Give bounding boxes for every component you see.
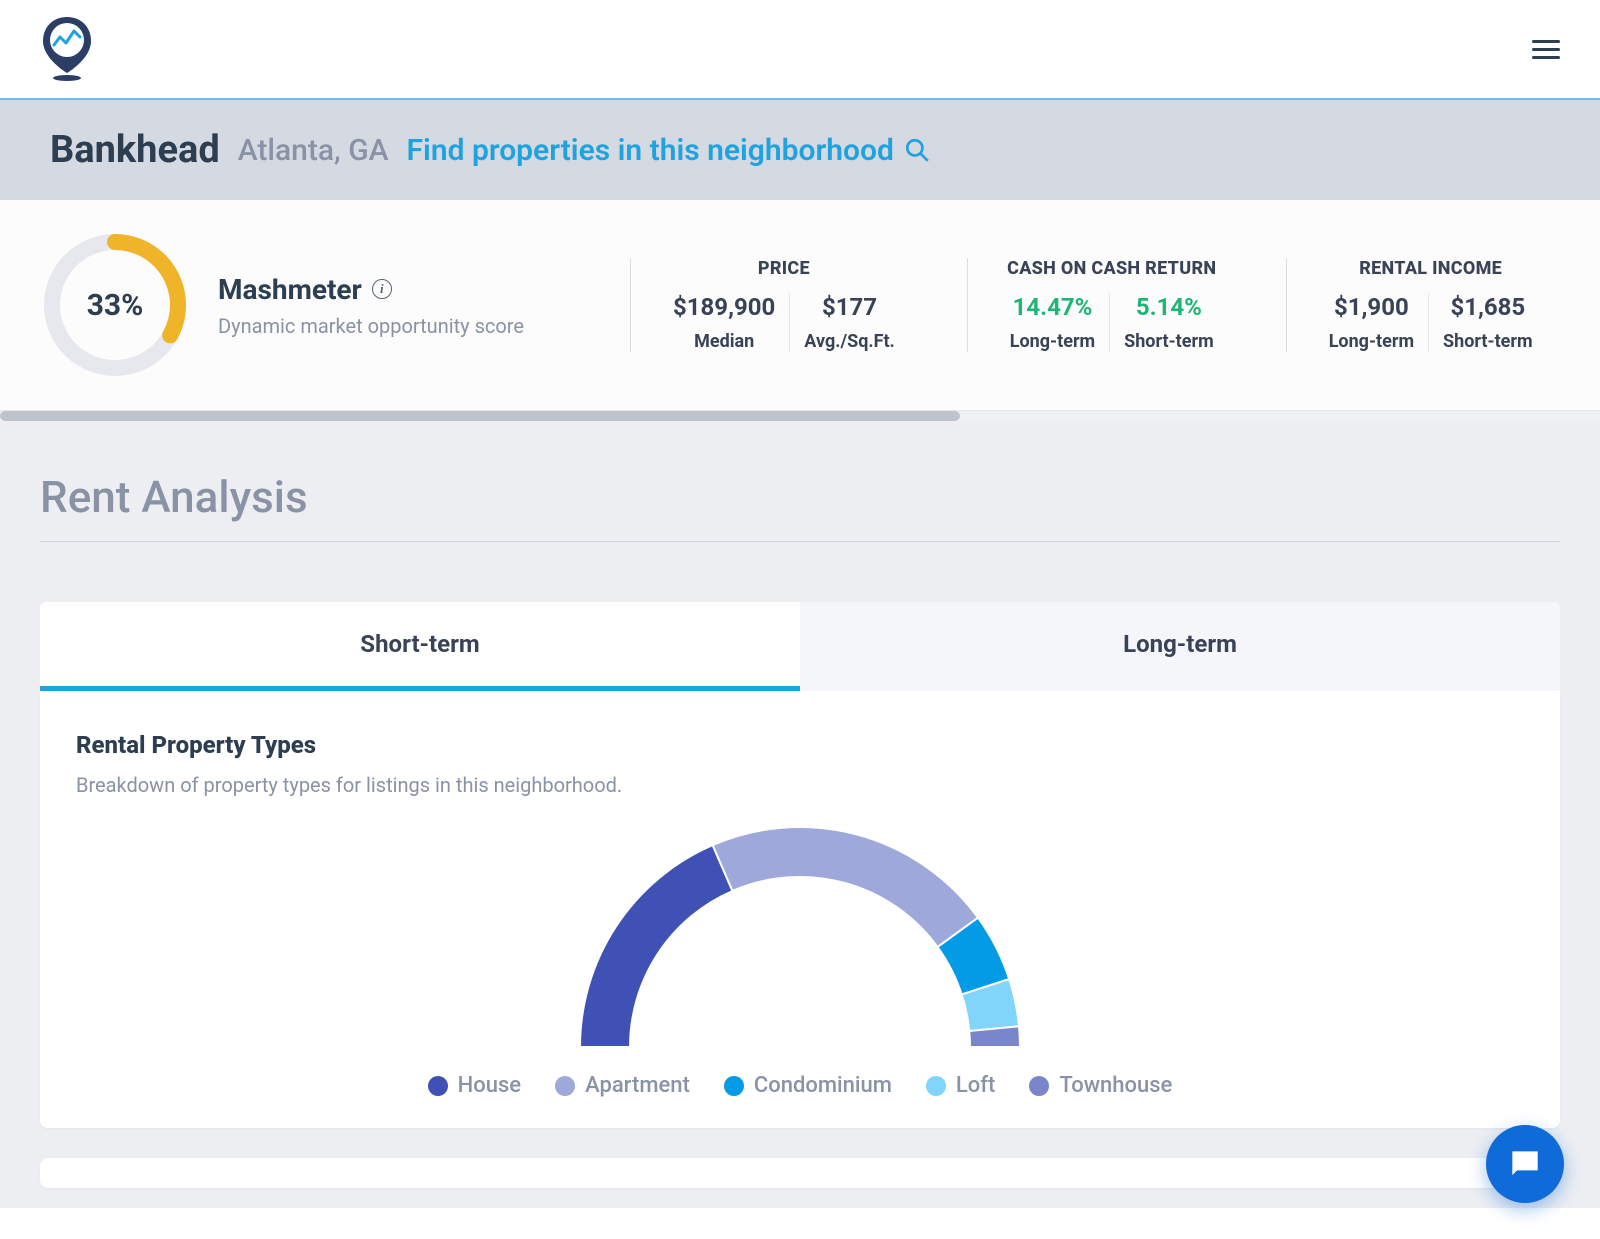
- legend-item: Apartment: [555, 1073, 690, 1098]
- stat-rental: RENTAL INCOME $1,900Long-term $1,685Shor…: [1286, 258, 1575, 352]
- legend-item: House: [428, 1073, 521, 1098]
- mashmeter-subtitle: Dynamic market opportunity score: [218, 314, 524, 338]
- mashmeter-value: 33%: [40, 230, 190, 380]
- mashmeter: 33% Mashmeter i Dynamic market opportuni…: [40, 230, 600, 380]
- page-body: Rent Analysis Short-term Long-term Renta…: [0, 421, 1600, 1208]
- chart-title: Rental Property Types: [76, 731, 1524, 759]
- info-icon[interactable]: i: [372, 279, 392, 299]
- metrics-strip: 33% Mashmeter i Dynamic market opportuni…: [0, 200, 1600, 411]
- legend-label: Condominium: [754, 1073, 892, 1098]
- find-properties-link[interactable]: Find properties in this neighborhood: [407, 133, 930, 168]
- topbar: [0, 0, 1600, 100]
- tab-short-term[interactable]: Short-term: [40, 602, 800, 691]
- legend-dot: [926, 1076, 946, 1096]
- legend-label: Apartment: [585, 1073, 690, 1098]
- chat-icon: [1506, 1145, 1544, 1183]
- chat-fab[interactable]: [1486, 1125, 1564, 1203]
- mashmeter-ring: 33%: [40, 230, 190, 380]
- property-types-chart: [500, 817, 1100, 1057]
- neighborhood-name: Bankhead: [50, 128, 220, 172]
- tabs: Short-term Long-term: [40, 602, 1560, 691]
- section-title: Rent Analysis: [40, 471, 1560, 542]
- city-state: Atlanta, GA: [238, 133, 389, 168]
- stat-price: PRICE $189,900Median $177Avg./Sq.Ft.: [630, 258, 937, 352]
- mashmeter-title: Mashmeter i: [218, 273, 524, 306]
- legend-label: Townhouse: [1059, 1073, 1172, 1098]
- legend-item: Townhouse: [1029, 1073, 1172, 1098]
- legend-item: Condominium: [724, 1073, 892, 1098]
- legend-label: Loft: [956, 1073, 995, 1098]
- legend-dot: [724, 1076, 744, 1096]
- legend-label: House: [458, 1073, 521, 1098]
- logo[interactable]: [40, 15, 94, 83]
- chart-desc: Breakdown of property types for listings…: [76, 773, 1524, 797]
- search-icon: [904, 137, 930, 163]
- menu-icon[interactable]: [1532, 35, 1560, 64]
- next-card-peek: [40, 1158, 1560, 1188]
- tab-long-term[interactable]: Long-term: [800, 602, 1560, 691]
- chart-legend: House Apartment Condominium Loft Townhouse: [76, 1073, 1524, 1098]
- rental-types-card: Rental Property Types Breakdown of prope…: [40, 691, 1560, 1128]
- horizontal-scrollbar[interactable]: [0, 411, 1600, 421]
- legend-item: Loft: [926, 1073, 995, 1098]
- find-properties-text: Find properties in this neighborhood: [407, 133, 894, 168]
- subheader: Bankhead Atlanta, GA Find properties in …: [0, 100, 1600, 200]
- stat-coc: CASH ON CASH RETURN 14.47%Long-term 5.14…: [967, 258, 1256, 352]
- legend-dot: [555, 1076, 575, 1096]
- legend-dot: [428, 1076, 448, 1096]
- legend-dot: [1029, 1076, 1049, 1096]
- scrollbar-thumb[interactable]: [0, 411, 960, 421]
